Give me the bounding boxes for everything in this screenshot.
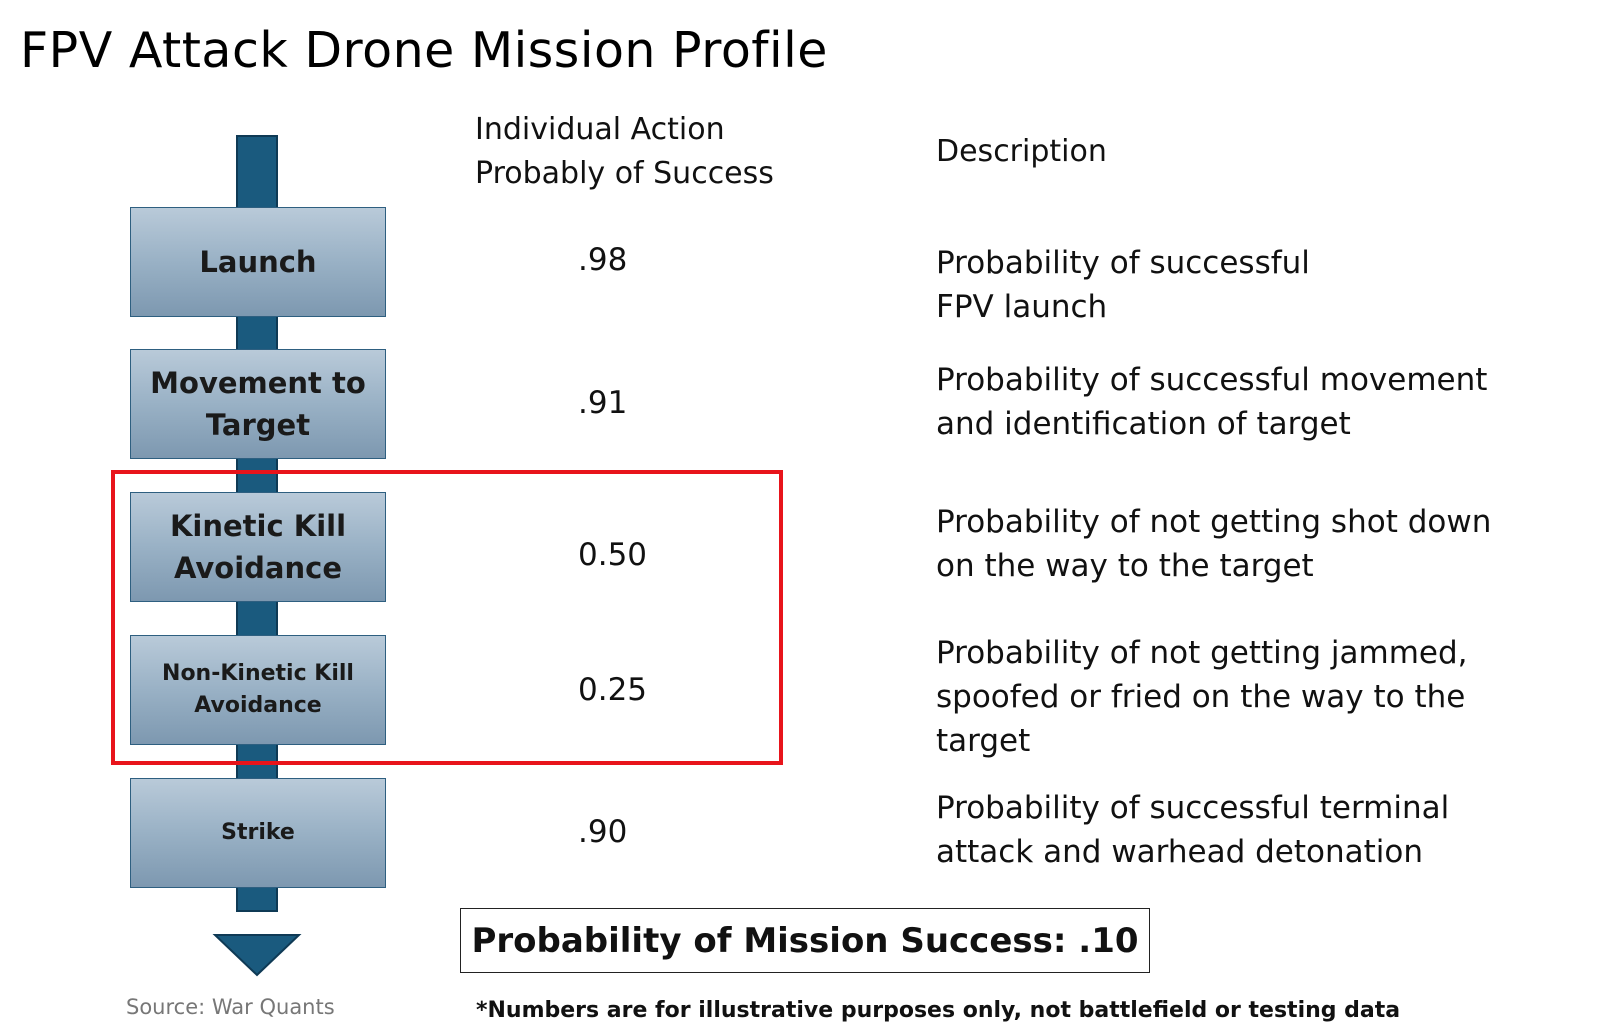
mission-success-summary: Probability of Mission Success: .10 [460,908,1150,973]
stage-description-strike: Probability of successful terminal attac… [936,790,1450,870]
stage-description-non-kinetic: Probability of not getting jammed, spoof… [936,635,1468,759]
stage-label: Movement to [150,365,366,400]
page-title: FPV Attack Drone Mission Profile [20,22,828,79]
stage-description-movement: Probability of successful movement and i… [936,362,1488,442]
source-credit: Source: War Quants [126,995,335,1019]
stage-box-movement-to-target: Movement to Target [130,349,386,459]
stage-description-launch: Probability of successful FPV launch [936,245,1310,325]
stage-description-kinetic: Probability of not getting shot down on … [936,504,1492,584]
stage-box-strike: Strike [130,778,386,888]
probability-value-non-kinetic: 0.25 [578,672,648,708]
probability-value-movement: .91 [578,385,628,421]
stage-box-kinetic-kill-avoidance: Kinetic Kill Avoidance [130,492,386,602]
stage-label: Non-Kinetic Kill [162,661,354,687]
probability-value-launch: .98 [578,242,628,278]
disclaimer-footnote: *Numbers are for illustrative purposes o… [476,998,1401,1023]
stage-label: Avoidance [194,693,322,718]
stage-label: Target [205,408,311,442]
probability-value-kinetic: 0.50 [578,537,648,573]
stage-box-launch: Launch [130,207,386,317]
stage-label: Strike [221,820,295,846]
probability-column-header: Individual Action Probably of Success [475,112,774,191]
description-column-header: Description [936,134,1107,169]
kill-avoidance-highlight-frame [111,470,783,765]
stage-label: Launch [199,244,317,279]
stage-label: Kinetic Kill [169,508,347,543]
probability-value-strike: .90 [578,814,628,850]
stage-box-non-kinetic-kill-avoidance: Non-Kinetic Kill Avoidance [130,635,386,745]
arrow-head-icon [212,934,302,977]
stage-label: Avoidance [173,551,342,585]
